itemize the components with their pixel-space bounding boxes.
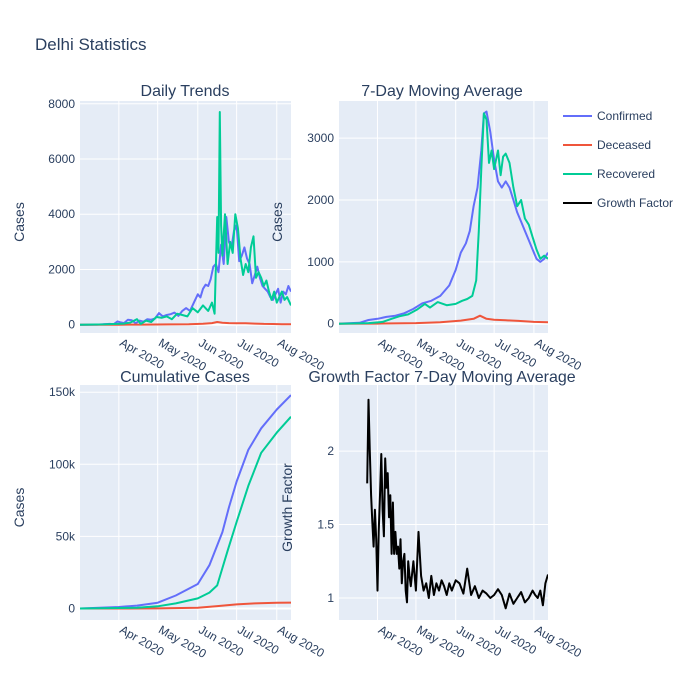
legend-label: Growth Factor	[597, 196, 673, 210]
legend-item-recovered[interactable]: Recovered	[563, 167, 655, 181]
y-tick-label: 2	[327, 444, 334, 458]
plot-area	[339, 101, 548, 333]
y-tick-label: 150k	[49, 385, 76, 399]
subplot-title: 7-Day Moving Average	[361, 83, 523, 100]
plot-area	[339, 385, 548, 620]
series-line-confirmed	[80, 394, 291, 610]
series-line-deceased	[80, 601, 291, 610]
subplot-title: Growth Factor 7-Day Moving Average	[308, 369, 575, 386]
x-tick-label: Aug 2020	[532, 335, 584, 373]
y-axis-title: Cases	[11, 488, 27, 528]
plot-area	[80, 101, 291, 333]
legend-item-deceased[interactable]: Deceased	[563, 138, 651, 152]
series-line-recovered	[80, 416, 291, 610]
y-tick-label: 1.5	[317, 518, 334, 532]
legend: Confirmed Deceased Recovered Growth Factor	[563, 109, 673, 210]
y-tick-label: 2000	[307, 193, 334, 207]
series-line-confirmed	[80, 216, 291, 326]
legend-item-growth-factor[interactable]: Growth Factor	[563, 196, 673, 210]
subplot-title: Cumulative Cases	[120, 369, 250, 386]
subplot-title: Daily Trends	[141, 83, 230, 100]
series-line-deceased	[80, 321, 291, 326]
legend-label: Recovered	[597, 167, 655, 181]
series-group	[80, 394, 291, 610]
plot-area	[80, 385, 291, 620]
figure-title: Delhi Statistics	[35, 35, 146, 54]
series-line-deceased	[339, 314, 548, 325]
y-axis-title: Cases	[269, 202, 285, 242]
legend-label: Confirmed	[597, 109, 652, 123]
series-group	[339, 110, 548, 325]
y-axis-title: Cases	[11, 202, 27, 242]
y-tick-label: 2000	[48, 262, 75, 276]
x-tick-label: Aug 2020	[275, 335, 327, 373]
y-tick-label: 100k	[49, 457, 76, 471]
y-tick-label: 3000	[307, 131, 334, 145]
series-line-growth-factor	[366, 398, 548, 610]
series-line-recovered	[80, 111, 291, 326]
x-tick-label: Aug 2020	[532, 622, 584, 660]
series-group	[366, 398, 548, 610]
y-tick-label: 8000	[48, 97, 75, 111]
y-tick-label: 0	[327, 317, 334, 331]
series-group	[80, 111, 291, 326]
y-tick-label: 1000	[307, 255, 334, 269]
y-tick-label: 6000	[48, 152, 75, 166]
x-tick-label: Aug 2020	[275, 622, 327, 660]
legend-item-confirmed[interactable]: Confirmed	[563, 109, 652, 123]
y-tick-label: 4000	[48, 207, 75, 221]
series-line-recovered	[339, 112, 548, 325]
legend-label: Deceased	[597, 138, 651, 152]
y-axis-title: Growth Factor	[279, 463, 295, 552]
y-tick-label: 0	[68, 318, 75, 332]
y-tick-label: 0	[68, 601, 75, 615]
y-tick-label: 1	[327, 591, 334, 605]
y-tick-label: 50k	[56, 529, 76, 543]
